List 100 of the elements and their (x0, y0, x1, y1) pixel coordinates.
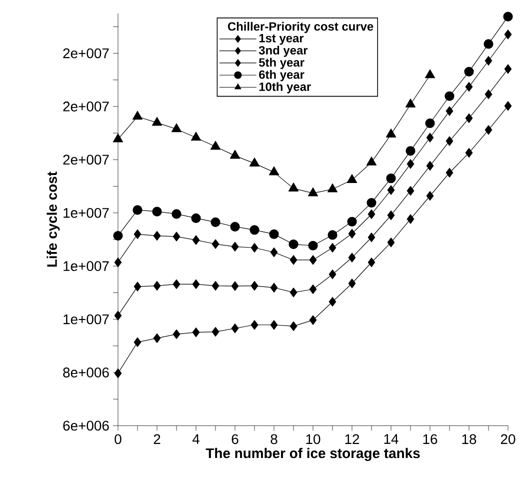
point (366, 156, 377, 166)
x-tick-label: 20 (500, 434, 516, 444)
point (231, 281, 239, 291)
point (212, 280, 220, 291)
point (328, 270, 336, 280)
point (270, 282, 278, 292)
point (152, 206, 162, 216)
x-tick-label: 16 (423, 434, 438, 444)
point (171, 123, 182, 132)
point (368, 209, 376, 220)
point (230, 222, 240, 232)
point (290, 255, 298, 265)
point (290, 321, 298, 332)
point (368, 232, 376, 242)
x-tick-label: 14 (384, 434, 398, 444)
point (250, 320, 258, 330)
x-tick-label: 8 (270, 434, 278, 444)
point (406, 159, 414, 169)
point (212, 327, 220, 337)
point (503, 12, 513, 22)
x-tick-label: 18 (462, 434, 476, 444)
point (328, 230, 338, 240)
legend-label: 6th year (259, 70, 304, 82)
point (132, 205, 142, 215)
point (191, 213, 201, 224)
point (465, 148, 473, 158)
point (484, 89, 492, 100)
point (114, 368, 122, 378)
point (192, 279, 200, 289)
point (446, 136, 454, 146)
point (348, 228, 356, 238)
legend-label: 3nd year (258, 46, 308, 57)
point (348, 252, 356, 262)
point (386, 128, 396, 138)
point (210, 140, 221, 150)
point (153, 333, 161, 343)
y-tick-label: 2e+007 (63, 48, 109, 58)
point (464, 66, 474, 76)
point (484, 125, 492, 135)
point (346, 174, 358, 183)
point (444, 91, 454, 101)
point (328, 242, 336, 253)
point (386, 174, 396, 184)
point (504, 30, 512, 40)
point (250, 242, 258, 253)
point (212, 239, 220, 249)
point (309, 284, 317, 294)
point (446, 168, 454, 178)
legend-title: Chiller-Priority cost curve (228, 22, 374, 34)
point (172, 279, 180, 289)
point (425, 118, 435, 128)
x-tick-label: 4 (192, 434, 200, 444)
point (426, 161, 434, 171)
point (192, 328, 200, 338)
point (504, 64, 512, 74)
point (406, 146, 416, 156)
point (269, 229, 279, 239)
point (134, 229, 142, 239)
point (387, 185, 395, 195)
point (368, 258, 376, 268)
point (327, 183, 338, 192)
point (192, 235, 200, 245)
point (328, 296, 336, 307)
point (134, 282, 142, 292)
y-axis-title: Life cycle cost (46, 172, 60, 267)
point (288, 182, 299, 192)
point (465, 82, 473, 92)
point (308, 187, 318, 196)
point (231, 242, 239, 252)
point (426, 132, 434, 142)
y-tick-label: 2e+007 (63, 102, 109, 112)
point (288, 239, 298, 250)
point (210, 217, 220, 228)
legend-label: 1st year (259, 34, 304, 45)
point (250, 225, 260, 235)
point (172, 232, 180, 242)
point (309, 255, 317, 265)
point (270, 247, 278, 258)
point (290, 288, 298, 298)
x-tick-label: 0 (114, 434, 122, 444)
point (348, 278, 356, 288)
point (134, 337, 142, 347)
point (465, 113, 473, 123)
y-tick-label: 2e+007 (63, 154, 109, 165)
point (112, 133, 124, 142)
point (152, 116, 162, 126)
legend-label: 5th year (259, 58, 304, 70)
point (270, 320, 278, 330)
point (406, 214, 414, 224)
x-tick-label: 6 (232, 434, 238, 444)
point (231, 324, 239, 334)
point (309, 315, 317, 325)
legend-label: 10th year (259, 82, 311, 94)
point (172, 209, 182, 219)
point (114, 258, 122, 268)
point (484, 56, 492, 66)
point (406, 186, 414, 196)
y-tick-label: 1e+007 (64, 208, 109, 218)
y-tick-label: 8e+006 (63, 368, 109, 378)
point (405, 98, 416, 108)
